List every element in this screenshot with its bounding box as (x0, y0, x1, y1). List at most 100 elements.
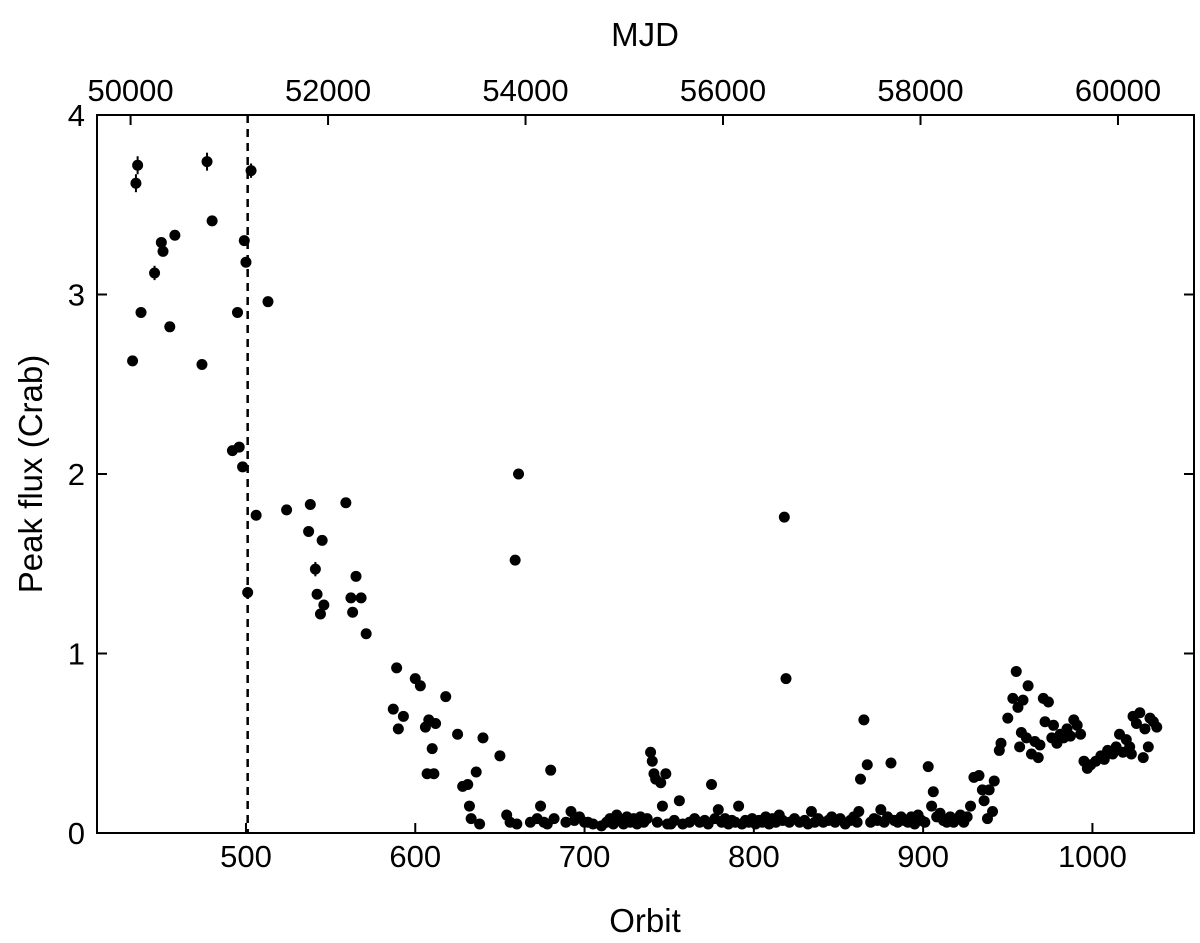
data-point (965, 800, 977, 812)
data-point (1134, 707, 1146, 719)
data-point (1042, 696, 1054, 708)
data-point (1034, 739, 1046, 751)
x2-tick-label: 60000 (1075, 73, 1161, 108)
y-tick-label: 4 (68, 98, 85, 133)
data-point (1139, 723, 1151, 735)
data-point (1047, 719, 1059, 731)
x-tick-label: 500 (220, 839, 272, 874)
x2-tick-label: 50000 (87, 73, 173, 108)
data-point (452, 728, 464, 740)
data-point (851, 816, 863, 828)
data-point (660, 768, 672, 780)
data-point (706, 779, 718, 791)
data-point (130, 177, 142, 189)
data-point (978, 795, 990, 807)
y-tick-label: 2 (68, 457, 85, 492)
data-point (164, 321, 176, 333)
top-axis-label: MJD (611, 16, 679, 53)
x-axis-label: Orbit (609, 902, 681, 939)
data-point (651, 816, 663, 828)
x-tick-label: 600 (389, 839, 441, 874)
data-point (206, 215, 218, 227)
y-tick-label: 0 (68, 816, 85, 851)
data-point (926, 800, 938, 812)
data-point (919, 816, 931, 828)
data-point (995, 737, 1007, 749)
x-axis-top: 50000 52000 54000 56000 58000 60000 (87, 73, 1161, 125)
data-point (1075, 728, 1087, 740)
data-point (641, 813, 653, 825)
data-point (233, 441, 245, 453)
x2-tick-label: 54000 (482, 73, 568, 108)
data-point (1010, 665, 1022, 677)
data-point (778, 511, 790, 523)
data-point (560, 816, 572, 828)
data-point (1020, 732, 1032, 744)
data-point (565, 805, 577, 817)
data-point (1002, 712, 1014, 724)
data-point (360, 628, 372, 640)
data-point (673, 795, 685, 807)
data-point (240, 256, 252, 268)
y-tick-label: 1 (68, 637, 85, 672)
data-point (513, 468, 525, 480)
data-point (387, 703, 399, 715)
data-point (1071, 719, 1083, 731)
data-point (149, 267, 161, 279)
x2-tick-label: 52000 (285, 73, 371, 108)
data-point (656, 800, 668, 812)
data-point (201, 156, 213, 168)
data-point (397, 710, 409, 722)
data-point (463, 800, 475, 812)
data-point (237, 461, 249, 473)
data-point (309, 563, 321, 575)
data-point (281, 504, 293, 516)
data-point (1032, 752, 1044, 764)
data-point (440, 691, 452, 703)
data-point (430, 718, 442, 730)
data-point (733, 800, 745, 812)
x-axis-bottom: 500 600 700 800 900 1000 (220, 823, 1127, 874)
data-point (885, 757, 897, 769)
data-point (392, 723, 404, 735)
data-point (304, 499, 316, 511)
plot-frame (96, 114, 1195, 834)
data-point (987, 805, 999, 817)
data-point (196, 359, 208, 371)
data-point (1142, 741, 1154, 753)
data-point (988, 775, 1000, 787)
data-point (646, 755, 658, 767)
data-point (1014, 741, 1026, 753)
data-point (311, 588, 323, 600)
data-point (712, 804, 724, 816)
data-points (127, 152, 1163, 832)
data-point (350, 570, 362, 582)
data-point (961, 811, 973, 823)
x2-tick-label: 56000 (680, 73, 766, 108)
data-point (465, 813, 477, 825)
data-point (1151, 721, 1163, 733)
data-point (250, 509, 262, 521)
data-point (548, 813, 560, 825)
y-axis-label: Peak flux (Crab) (12, 355, 49, 593)
data-point (668, 814, 680, 826)
data-point (1137, 752, 1149, 764)
data-point (1130, 718, 1142, 730)
data-point (875, 804, 887, 816)
x2-tick-label: 58000 (877, 73, 963, 108)
data-point (426, 743, 438, 755)
data-point (340, 497, 352, 509)
data-point (127, 355, 139, 367)
data-point (135, 306, 147, 318)
data-point (414, 680, 426, 692)
data-point (314, 608, 326, 620)
data-point (509, 554, 521, 566)
data-point (1064, 730, 1076, 742)
x-tick-label: 900 (897, 839, 949, 874)
data-point (861, 759, 873, 771)
data-point (391, 662, 403, 674)
data-point (645, 746, 657, 758)
data-point (1017, 694, 1029, 706)
data-point (655, 777, 667, 789)
